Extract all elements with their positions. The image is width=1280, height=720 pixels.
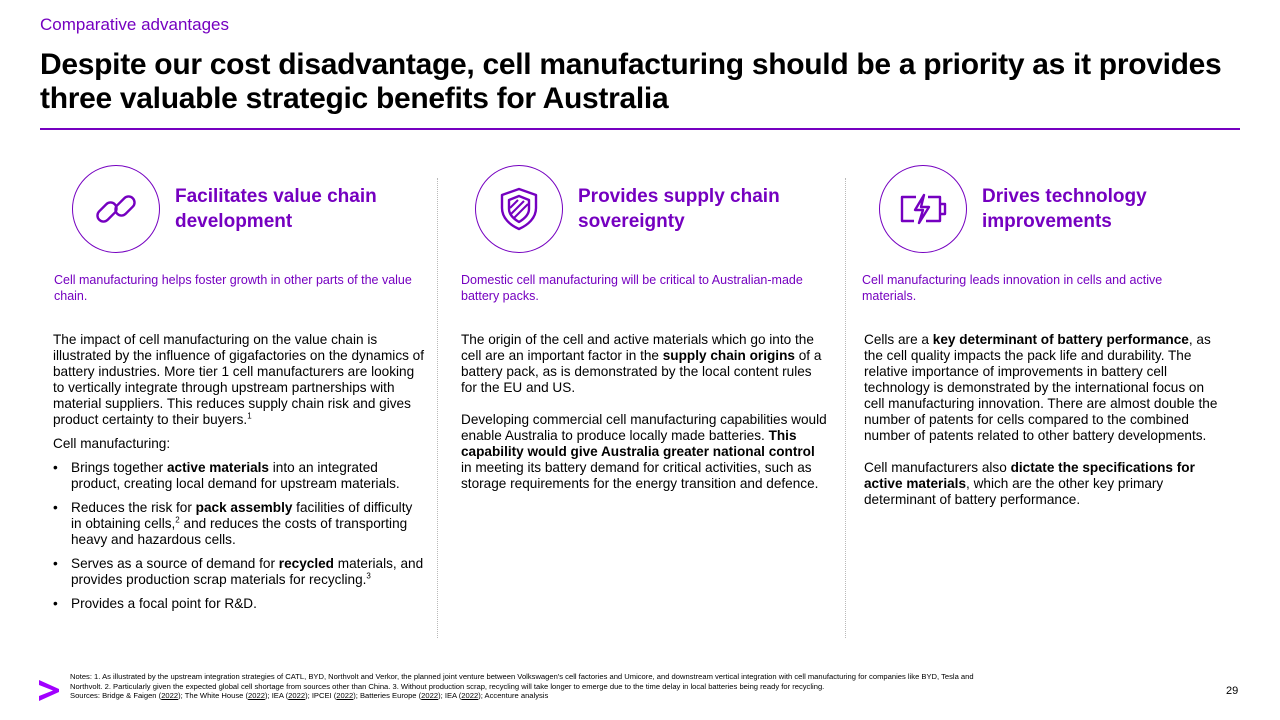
list-item: Serves as a source of demand for recycle… [53, 556, 425, 588]
list-item: Reduces the risk for pack assembly facil… [53, 500, 425, 548]
source-link[interactable]: 2022 [461, 691, 479, 701]
source-link[interactable]: 2022 [288, 691, 306, 701]
list-item: Provides a focal point for R&D. [53, 596, 425, 612]
battery-charging-icon [879, 165, 967, 253]
column-heading: Facilitates value chain development [175, 186, 377, 232]
sources-line: Sources: Bridge & Faigen (2022); The Whi… [70, 691, 549, 701]
accenture-arrow-logo [39, 680, 59, 701]
column-body: The origin of the cell and active materi… [461, 332, 829, 492]
column-body: The impact of cell manufacturing on the … [53, 332, 425, 612]
source-link[interactable]: 2022 [248, 691, 265, 701]
page-number: 29 [1226, 685, 1239, 697]
column-heading: Provides supply chain sovereignty [578, 186, 780, 232]
column-body: Cells are a key determinant of battery p… [864, 332, 1226, 508]
footnotes: Notes: 1. As illustrated by the upstream… [70, 672, 980, 701]
paragraph: The impact of cell manufacturing on the … [53, 332, 425, 427]
column-subheading: Cell manufacturing leads innovation in c… [862, 273, 1163, 303]
shield-icon [475, 165, 563, 253]
column-heading: Drives technology improvements [982, 186, 1147, 232]
page-title: Despite our cost disadvantage, cell manu… [40, 48, 1222, 115]
list-item: Brings together active materials into an… [53, 460, 425, 492]
section-label: Comparative advantages [40, 15, 230, 34]
source-link[interactable]: 2022 [161, 691, 179, 701]
chain-link-icon [72, 165, 160, 253]
column-divider [845, 178, 846, 638]
paragraph: Cells are a key determinant of battery p… [864, 332, 1218, 443]
paragraph: Cell manufacturing: [53, 436, 171, 451]
notes-text: Notes: 1. As illustrated by the upstream… [70, 672, 974, 691]
source-link[interactable]: 2022 [421, 691, 439, 701]
column-subheading: Domestic cell manufacturing will be crit… [461, 273, 803, 303]
column-subheading: Cell manufacturing helps foster growth i… [54, 273, 412, 303]
title-divider [40, 128, 1240, 130]
paragraph: Developing commercial cell manufacturing… [461, 412, 827, 491]
paragraph: The origin of the cell and active materi… [461, 332, 822, 395]
paragraph: Cell manufacturers also dictate the spec… [864, 460, 1195, 507]
source-link[interactable]: 2022 [336, 691, 354, 701]
bullet-list: Brings together active materials into an… [53, 460, 425, 612]
column-divider [437, 178, 438, 638]
